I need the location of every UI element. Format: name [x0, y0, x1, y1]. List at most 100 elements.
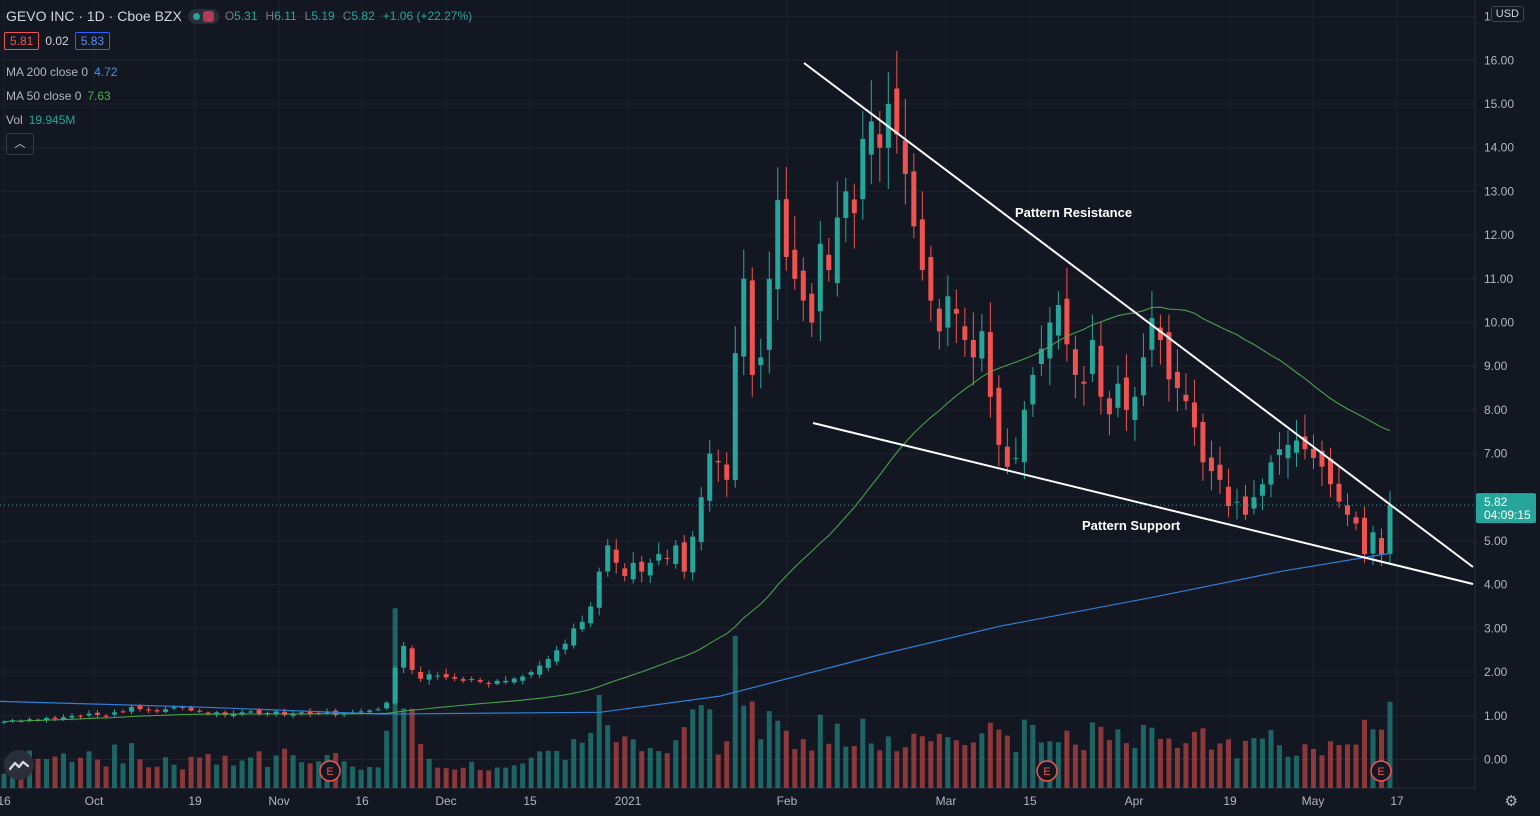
- volume-bar: [877, 750, 883, 788]
- candle-body: [120, 711, 126, 713]
- candle-body: [256, 710, 262, 714]
- volume-bar: [936, 733, 942, 788]
- volume-bar: [724, 741, 730, 788]
- candle-body: [741, 278, 747, 357]
- candle-body: [877, 134, 883, 148]
- candle-body: [273, 711, 279, 714]
- candle-body: [707, 453, 713, 501]
- volume-bar: [749, 701, 755, 788]
- candle-body: [1200, 421, 1206, 463]
- candle-body: [1370, 532, 1376, 554]
- volume-bar: [1089, 722, 1095, 788]
- volume-bar: [1208, 749, 1214, 788]
- volume-bar: [851, 745, 857, 788]
- candle-body: [1013, 457, 1019, 459]
- volume-bar: [384, 730, 390, 788]
- y-tick-label: 14.00: [1484, 141, 1514, 155]
- candle-body: [1140, 357, 1146, 396]
- candle-body: [562, 643, 568, 650]
- volume-bar: [698, 705, 704, 788]
- volume-bar: [528, 757, 534, 788]
- volume-bar: [282, 748, 288, 788]
- candle-body: [843, 191, 849, 218]
- volume-bar: [316, 761, 322, 788]
- gear-icon[interactable]: ⚙: [1504, 793, 1518, 810]
- candle-body: [775, 200, 781, 290]
- currency-badge[interactable]: USD: [1490, 6, 1524, 22]
- candle-body: [579, 621, 585, 630]
- volume-bar: [979, 733, 985, 788]
- candle-body: [1021, 409, 1027, 463]
- volume-bar: [452, 769, 458, 788]
- volume-bar: [571, 738, 577, 788]
- volume-bar: [537, 751, 543, 788]
- volume-bar: [78, 757, 84, 788]
- candle-body: [494, 680, 500, 684]
- candle-body: [1183, 394, 1189, 402]
- resistance-trendline: [803, 62, 1474, 568]
- candle-body: [639, 561, 645, 572]
- support-label: Pattern Support: [1082, 518, 1181, 533]
- ma200-legend[interactable]: MA 200 close 0 4.72: [6, 65, 118, 79]
- candle-body: [248, 711, 254, 713]
- y-tick-label: 2.00: [1484, 665, 1508, 679]
- volume-bar: [945, 737, 951, 788]
- volume-bar: [222, 755, 228, 788]
- tradingview-logo-icon[interactable]: [4, 750, 34, 780]
- candle-body: [1336, 483, 1342, 502]
- candle-body: [1344, 505, 1350, 515]
- volume-bar: [435, 767, 441, 788]
- volume-bar: [919, 736, 925, 788]
- volume-bar: [1268, 730, 1274, 788]
- candle-body: [443, 674, 449, 678]
- volume-bar: [248, 757, 254, 788]
- volume-bar: [367, 767, 373, 788]
- volume-bar: [596, 694, 602, 788]
- earnings-label: E: [1043, 766, 1050, 778]
- volume-bar: [265, 766, 271, 788]
- candle-body: [103, 715, 109, 717]
- candle-body: [409, 648, 415, 670]
- volume-bar: [894, 751, 900, 788]
- volume-bar: [545, 750, 551, 788]
- candle-body: [800, 270, 806, 301]
- candle-body: [1361, 517, 1367, 555]
- candle-body: [358, 711, 364, 713]
- candle-body: [979, 331, 985, 359]
- volume-bar: [1242, 740, 1248, 788]
- bid-button[interactable]: 5.81: [4, 32, 40, 50]
- volume-legend[interactable]: Vol 19.945M: [6, 113, 76, 127]
- candle-body: [953, 308, 959, 314]
- candle-body: [222, 712, 228, 715]
- candle-body: [1004, 446, 1010, 467]
- volume-bar: [460, 767, 466, 788]
- volume-bar: [766, 711, 772, 788]
- volume-bar: [1336, 745, 1342, 788]
- ma50-line: [3, 306, 1391, 723]
- volume-bar: [554, 750, 560, 788]
- collapse-legend-button[interactable]: ︿: [6, 133, 34, 155]
- y-tick-label: 16.00: [1484, 53, 1514, 67]
- low-value: 5.19: [311, 9, 335, 23]
- symbol-title[interactable]: GEVO INC · 1D · Cboe BZX: [6, 8, 182, 24]
- market-status-indicator[interactable]: [187, 8, 219, 24]
- volume-bar: [426, 758, 432, 788]
- x-tick-label: 16: [0, 794, 11, 808]
- volume-bar: [1276, 745, 1282, 788]
- volume-bar: [52, 756, 58, 788]
- x-tick-label: Oct: [85, 794, 104, 808]
- ask-button[interactable]: 5.83: [74, 32, 111, 50]
- volume-bar: [188, 756, 194, 788]
- volume-bar: [809, 750, 815, 788]
- volume-bar: [656, 751, 662, 788]
- volume-bar: [1149, 727, 1155, 788]
- candle-body: [1276, 449, 1282, 456]
- volume-bar: [962, 744, 968, 788]
- ma50-legend[interactable]: MA 50 close 0 7.63: [6, 89, 111, 103]
- ohlc-values: O5.31 H6.11 L5.19 C5.82 +1.06 (+22.27%): [224, 9, 473, 23]
- volume-bar: [1072, 744, 1078, 788]
- candle-body: [477, 680, 483, 682]
- volume-bar: [1217, 743, 1223, 788]
- volume-bar: [256, 751, 262, 788]
